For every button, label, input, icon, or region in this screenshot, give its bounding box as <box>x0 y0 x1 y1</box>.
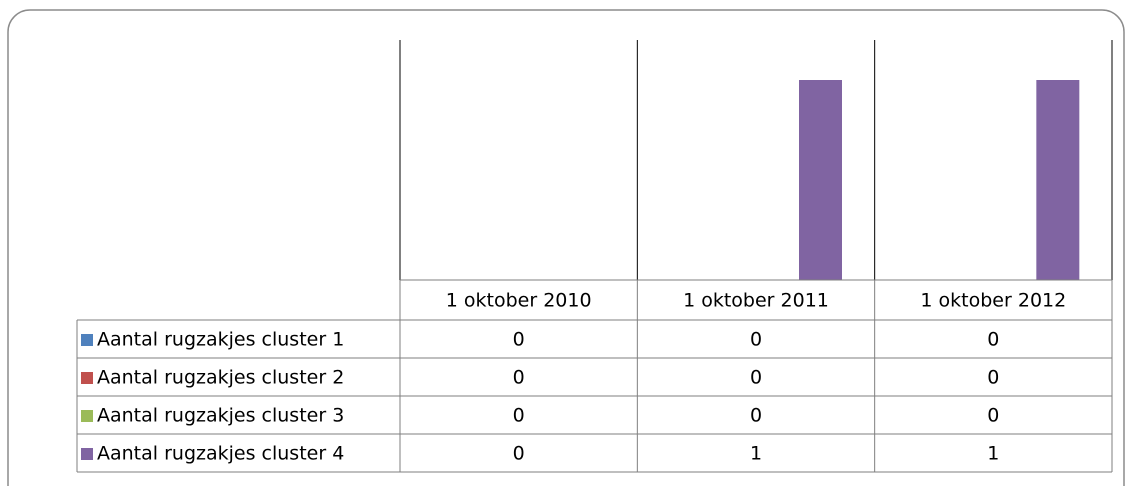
x-tick-label: 1 oktober 2012 <box>920 290 1066 312</box>
x-tick-label: 1 oktober 2010 <box>446 290 592 312</box>
legend-swatch <box>81 448 93 460</box>
table-value: 0 <box>513 367 525 389</box>
table-value: 0 <box>513 405 525 427</box>
legend-swatch <box>81 334 93 346</box>
legend-label: Aantal rugzakjes cluster 4 <box>97 443 344 465</box>
legend-swatch <box>81 372 93 384</box>
table-value: 0 <box>750 329 762 351</box>
table-value: 0 <box>750 367 762 389</box>
legend-swatch <box>81 410 93 422</box>
table-value: 0 <box>513 443 525 465</box>
legend-label: Aantal rugzakjes cluster 3 <box>97 405 344 427</box>
legend-label: Aantal rugzakjes cluster 2 <box>97 367 344 389</box>
table-value: 0 <box>750 405 762 427</box>
legend-label: Aantal rugzakjes cluster 1 <box>97 329 344 351</box>
table-value: 0 <box>987 405 999 427</box>
bar <box>1036 80 1080 280</box>
table-value: 1 <box>987 443 999 465</box>
table-value: 0 <box>513 329 525 351</box>
chart-frame <box>7 9 1125 486</box>
bar <box>799 80 842 280</box>
table-value: 1 <box>750 443 762 465</box>
table-value: 0 <box>987 329 999 351</box>
x-tick-label: 1 oktober 2011 <box>683 290 829 312</box>
table-value: 0 <box>987 367 999 389</box>
